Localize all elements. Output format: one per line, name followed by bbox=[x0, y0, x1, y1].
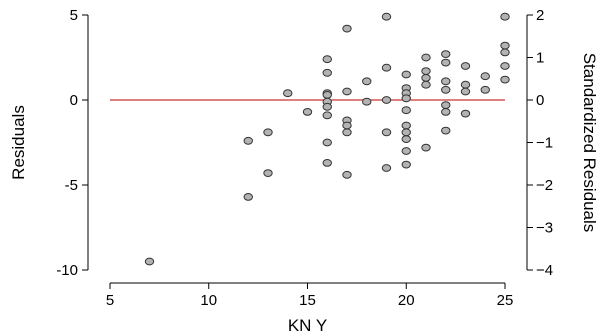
data-point bbox=[381, 128, 392, 137]
data-point bbox=[243, 193, 253, 201]
data-point bbox=[401, 121, 411, 130]
data-point bbox=[441, 108, 451, 116]
x-tick-label: 20 bbox=[398, 292, 415, 309]
data-point bbox=[302, 108, 313, 116]
data-point bbox=[322, 138, 332, 147]
y2-tick-label: 2 bbox=[536, 7, 544, 24]
y2-axis-title: Standardized Residuals bbox=[580, 53, 599, 233]
data-point bbox=[263, 128, 273, 137]
data-point bbox=[322, 91, 332, 99]
data-point bbox=[460, 109, 471, 118]
y-axis-title: Residuals bbox=[9, 105, 28, 180]
data-point bbox=[480, 72, 490, 81]
data-point bbox=[441, 50, 451, 58]
y-tick-label: 0 bbox=[70, 92, 78, 109]
data-point bbox=[441, 85, 451, 94]
y2-tick-label: −4 bbox=[536, 262, 553, 279]
data-point bbox=[144, 257, 155, 266]
data-point bbox=[500, 12, 510, 21]
data-point bbox=[263, 169, 273, 178]
data-point bbox=[401, 147, 411, 155]
data-point bbox=[322, 55, 332, 64]
data-point bbox=[460, 80, 471, 89]
data-point bbox=[322, 68, 332, 77]
data-point bbox=[401, 70, 411, 79]
x-tick-label: 25 bbox=[497, 292, 514, 309]
y-tick-label: -10 bbox=[56, 262, 78, 279]
axes: 5 10 15 20 25 -10 -5 0 5 −4 −3 −2 −1 0 1 2 bbox=[56, 7, 553, 309]
data-point bbox=[421, 67, 431, 75]
data-point bbox=[460, 87, 471, 96]
data-point bbox=[362, 97, 372, 106]
data-point bbox=[401, 160, 411, 169]
x-tick-label: 5 bbox=[106, 292, 114, 309]
data-point bbox=[421, 53, 431, 62]
x-axis-title: KN Y bbox=[288, 316, 327, 335]
data-point bbox=[421, 143, 431, 152]
data-point bbox=[381, 63, 392, 72]
data-point bbox=[401, 94, 411, 103]
y2-tick-label: 1 bbox=[536, 50, 544, 67]
data-point bbox=[441, 77, 451, 86]
data-point bbox=[362, 77, 372, 86]
data-point bbox=[381, 12, 392, 21]
data-point bbox=[401, 128, 411, 137]
data-point bbox=[401, 135, 411, 144]
data-point bbox=[401, 106, 411, 115]
data-point bbox=[342, 170, 352, 179]
data-point bbox=[283, 89, 293, 98]
data-point bbox=[500, 41, 510, 50]
data-point bbox=[342, 87, 352, 96]
y-tick-label: 5 bbox=[70, 7, 78, 24]
data-point bbox=[441, 126, 451, 135]
y2-tick-label: −3 bbox=[536, 220, 553, 237]
y2-tick-label: −1 bbox=[536, 135, 553, 152]
data-point bbox=[441, 58, 451, 67]
data-point bbox=[421, 74, 431, 82]
data-point bbox=[460, 62, 471, 70]
y2-tick-label: 0 bbox=[536, 92, 544, 109]
y2-tick-label: −2 bbox=[536, 177, 553, 194]
data-point bbox=[500, 48, 510, 57]
data-point bbox=[500, 75, 510, 84]
data-point bbox=[322, 111, 332, 120]
data-point bbox=[322, 159, 332, 167]
x-tick-label: 10 bbox=[200, 292, 217, 309]
data-point bbox=[342, 24, 352, 33]
data-point bbox=[322, 102, 332, 111]
data-point bbox=[381, 164, 392, 172]
data-point bbox=[342, 128, 352, 137]
data-point bbox=[342, 121, 352, 130]
data-point bbox=[243, 136, 253, 145]
data-point bbox=[381, 96, 392, 104]
data-point bbox=[441, 101, 451, 109]
data-point bbox=[421, 80, 431, 89]
data-point bbox=[500, 62, 510, 70]
x-tick-label: 15 bbox=[299, 292, 316, 309]
data-point bbox=[480, 85, 490, 94]
y-tick-label: -5 bbox=[65, 177, 78, 194]
data-points bbox=[144, 12, 510, 266]
